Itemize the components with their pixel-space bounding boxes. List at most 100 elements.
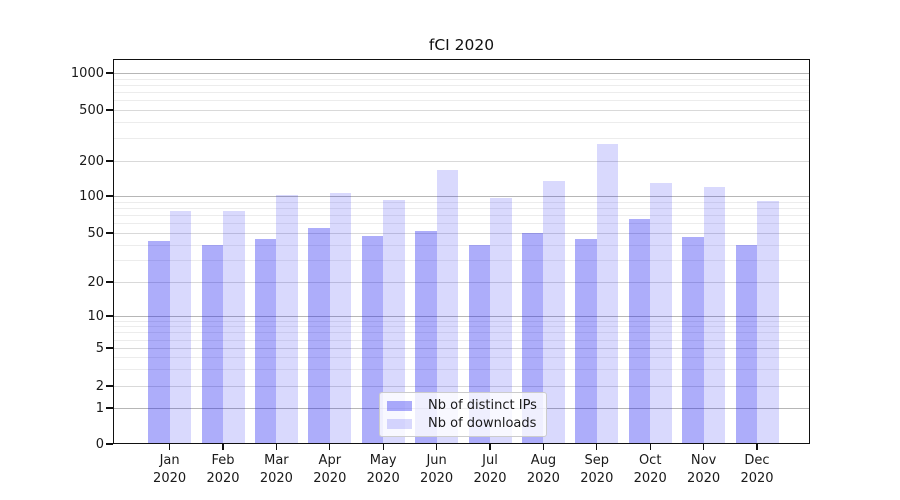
minor-gridline <box>113 320 810 322</box>
x-tick-label-oct: Oct 2020 <box>633 453 667 486</box>
minor-gridline <box>113 339 810 341</box>
y-tick-mark <box>106 232 113 234</box>
legend-item-distinct-ips: Nb of distinct IPs <box>387 397 539 413</box>
major-gridline <box>113 110 810 111</box>
y-tick-label: 100 <box>79 188 104 204</box>
y-tick-label: 500 <box>79 102 104 118</box>
minor-gridline <box>113 369 810 371</box>
x-tick-mark <box>436 444 438 450</box>
y-tick-mark <box>106 443 113 445</box>
y-tick-label: 20 <box>87 274 104 290</box>
bar-downloads-sep <box>596 144 619 444</box>
x-tick-label-jul: Jul 2020 <box>473 453 507 486</box>
major-gridline <box>113 282 810 283</box>
bar-distinct-ips-jun <box>415 230 437 444</box>
legend-label-distinct-ips: Nb of distinct IPs <box>428 397 537 413</box>
x-tick-mark <box>703 444 705 450</box>
minor-gridline <box>113 78 810 80</box>
bar-distinct-ips-oct <box>628 218 651 444</box>
bar-distinct-ips-aug <box>521 233 544 444</box>
x-tick-mark <box>329 444 331 450</box>
minor-gridline <box>113 244 810 246</box>
minor-gridline <box>113 207 810 209</box>
minor-gridline <box>113 84 810 86</box>
legend-swatch-distinct-ips <box>387 400 412 411</box>
x-tick-mark <box>275 444 278 450</box>
bar-downloads-feb <box>223 211 245 444</box>
bar-distinct-ips-nov <box>682 237 704 444</box>
y-tick-label: 50 <box>87 225 104 241</box>
x-tick-mark <box>596 444 598 450</box>
bar-distinct-ips-mar <box>254 238 277 444</box>
bar-downloads-jan <box>169 211 192 444</box>
x-tick-label-mar: Mar 2020 <box>259 453 293 486</box>
chart-title: fCI 2020 <box>428 36 495 54</box>
x-tick-label-jan: Jan 2020 <box>153 453 187 486</box>
bar-downloads-may <box>383 199 405 444</box>
x-tick-mark <box>489 444 491 450</box>
bar-distinct-ips-jan <box>148 241 170 444</box>
x-tick-label-nov: Nov 2020 <box>687 453 721 486</box>
y-tick-mark <box>106 281 113 283</box>
minor-gridline <box>113 122 810 124</box>
minor-gridline <box>113 260 810 262</box>
major-gridline <box>113 348 810 349</box>
minor-gridline <box>113 201 810 203</box>
bar-downloads-nov <box>703 187 726 444</box>
minor-gridline <box>113 215 810 217</box>
x-tick-label-sep: Sep 2020 <box>580 453 614 486</box>
bar-distinct-ips-feb <box>201 244 223 444</box>
y-tick-mark <box>106 195 113 197</box>
x-tick-label-jun: Jun 2020 <box>420 453 454 486</box>
y-tick-label: 1 <box>95 400 104 416</box>
major-gridline <box>113 161 810 162</box>
legend-label-downloads: Nb of downloads <box>428 415 537 431</box>
y-tick-mark <box>106 347 113 349</box>
major-gridline <box>113 233 810 234</box>
major-gridline <box>113 73 810 74</box>
x-tick-label-may: May 2020 <box>366 453 400 486</box>
bar-downloads-jun <box>436 170 459 444</box>
bar-downloads-apr <box>329 192 352 444</box>
x-tick-mark <box>382 444 384 450</box>
legend-item-downloads: Nb of downloads <box>387 415 539 431</box>
y-tick-mark <box>106 109 113 111</box>
y-tick-mark <box>106 160 113 162</box>
minor-gridline <box>113 138 810 140</box>
bar-distinct-ips-sep <box>575 238 597 444</box>
major-gridline <box>113 316 810 317</box>
bar-downloads-dec <box>757 201 779 444</box>
x-tick-mark <box>542 444 545 450</box>
x-tick-label-aug: Aug 2020 <box>526 453 560 486</box>
minor-gridline <box>113 357 810 359</box>
minor-gridline <box>113 92 810 94</box>
x-tick-label-dec: Dec 2020 <box>740 453 774 486</box>
bar-downloads-oct <box>650 183 672 444</box>
bar-distinct-ips-dec <box>735 244 757 444</box>
y-tick-label: 0 <box>95 436 104 452</box>
y-tick-mark <box>106 407 113 409</box>
y-tick-label: 5 <box>95 340 104 356</box>
y-tick-label: 200 <box>79 153 104 169</box>
bar-distinct-ips-may <box>361 236 384 444</box>
y-tick-mark <box>106 315 113 317</box>
legend-swatch-downloads <box>387 418 412 429</box>
x-tick-mark <box>222 444 224 450</box>
y-tick-mark <box>106 385 113 387</box>
major-gridline <box>113 196 810 197</box>
major-gridline <box>113 386 810 387</box>
x-tick-mark <box>169 444 171 450</box>
minor-gridline <box>113 100 810 102</box>
y-tick-label: 10 <box>87 308 104 324</box>
bar-downloads-aug <box>543 180 565 444</box>
x-tick-mark <box>756 444 758 450</box>
bar-distinct-ips-apr <box>308 227 330 444</box>
minor-gridline <box>113 326 810 328</box>
bar-downloads-mar <box>276 195 298 444</box>
y-tick-label: 2 <box>95 378 104 394</box>
minor-gridline <box>113 332 810 334</box>
bar-downloads-jul <box>490 197 512 444</box>
x-tick-label-feb: Feb 2020 <box>206 453 240 486</box>
y-tick-label: 1000 <box>70 65 104 81</box>
